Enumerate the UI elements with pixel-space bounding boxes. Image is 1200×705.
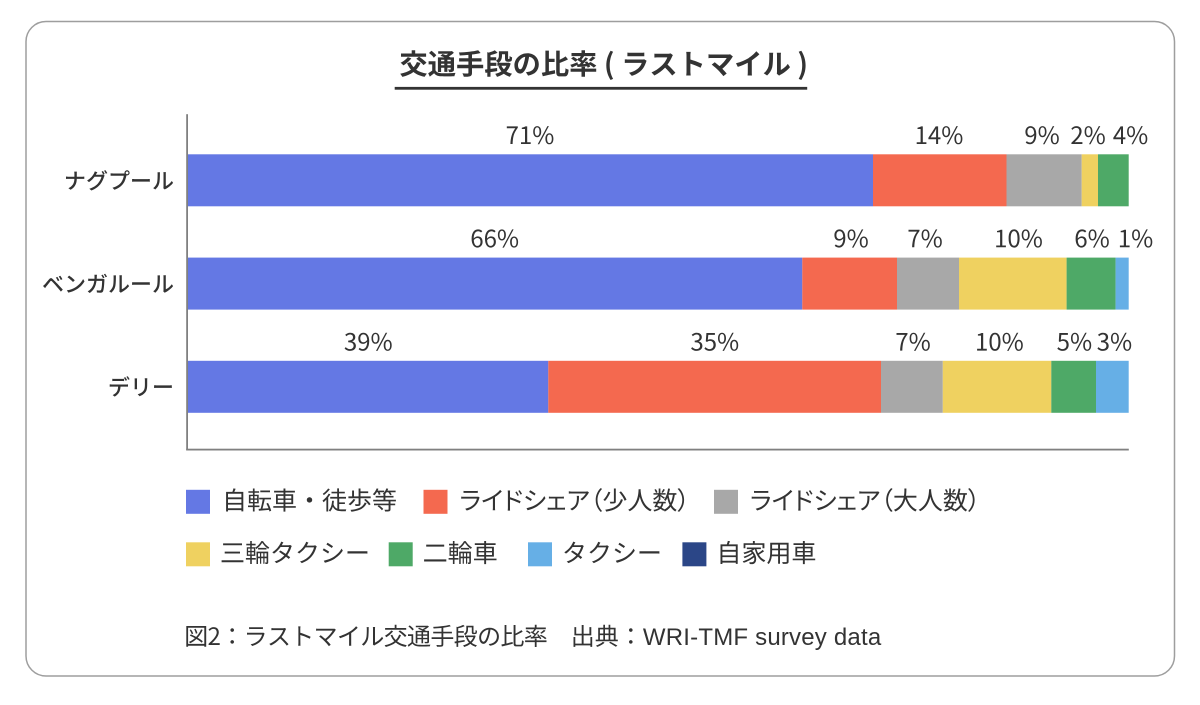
svg-text:WRI-TMF survey data: WRI-TMF survey data bbox=[643, 624, 882, 651]
